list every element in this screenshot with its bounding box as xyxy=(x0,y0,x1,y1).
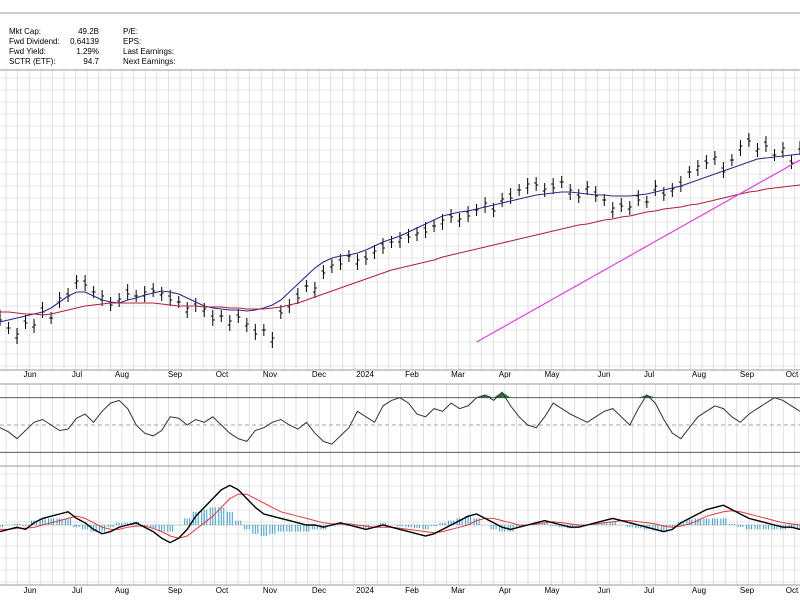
x-axis-tick-label: Sep xyxy=(740,586,755,595)
info-panel-right: P/E: EPS: Last Earnings: Next Earnings: xyxy=(123,27,203,67)
x-axis-tick-label: Sep xyxy=(168,370,183,379)
info-label: Fwd Yield: xyxy=(9,47,46,56)
x-axis-tick-label: 2024 xyxy=(356,370,374,379)
macd-signal-line xyxy=(0,493,800,539)
x-axis-tick-label: Jun xyxy=(598,586,611,595)
info-label: P/E: xyxy=(123,27,139,36)
info-panel-left: Mkt Cap: 49.2B Fwd Dividend: 0.64139 Fwd… xyxy=(9,27,99,67)
macd-line xyxy=(0,484,800,544)
x-axis-tick-label: Aug xyxy=(692,586,706,595)
x-axis-tick-label: Jun xyxy=(598,370,611,379)
x-axis-tick-label: Feb xyxy=(405,586,419,595)
x-axis-tick-label: Aug xyxy=(115,370,129,379)
x-axis-tick-label: May xyxy=(544,370,559,379)
x-axis-tick-label: Oct xyxy=(786,586,799,595)
x-axis-tick-label: Dec xyxy=(312,370,326,379)
x-axis-tick-label: Apr xyxy=(499,586,512,595)
x-axis-tick-label: Jul xyxy=(72,586,82,595)
x-axis-tick-label: Oct xyxy=(216,370,229,379)
info-label: Mkt Cap: xyxy=(9,27,42,36)
x-axis-tick-label: Apr xyxy=(499,370,512,379)
panel-borders xyxy=(0,12,800,586)
info-label: SCTR (ETF): xyxy=(9,57,56,66)
x-axis-tick-label: Feb xyxy=(405,370,419,379)
info-value: 94.7 xyxy=(83,57,99,66)
rsi-line xyxy=(0,391,800,445)
price-panel xyxy=(0,133,800,348)
x-axis-tick-label: Oct xyxy=(786,370,799,379)
info-row: Mkt Cap: 49.2B xyxy=(9,27,99,36)
info-label: Next Earnings: xyxy=(123,57,176,66)
x-axis-tick-label: Oct xyxy=(216,586,229,595)
info-value: 0.64139 xyxy=(70,37,99,46)
x-axis-tick-label: Dec xyxy=(312,586,326,595)
x-axis-tick-label: Jun xyxy=(24,586,37,595)
x-axis-tick-label: Nov xyxy=(263,586,277,595)
info-row: SCTR (ETF): 94.7 xyxy=(9,57,99,66)
rsi-overbought-fill xyxy=(485,394,494,398)
x-axis-tick-label: Mar xyxy=(451,586,465,595)
sma-long-line xyxy=(0,184,800,316)
x-axis-tick-label: Jul xyxy=(644,586,654,595)
x-axis-tick-label: Jun xyxy=(24,370,37,379)
x-axis-tick-label: May xyxy=(544,586,559,595)
info-value: 1.29% xyxy=(76,47,99,56)
rsi-overbought-fill xyxy=(638,394,647,398)
x-axis-tick-label: Jul xyxy=(644,370,654,379)
trendline xyxy=(476,159,800,343)
x-axis-tick-label: Aug xyxy=(115,586,129,595)
macd-panel xyxy=(0,484,800,544)
x-axis-tick-label: Jul xyxy=(72,370,82,379)
x-axis-tick-label: Mar xyxy=(451,370,465,379)
x-axis-tick-label: Aug xyxy=(692,370,706,379)
info-row: Fwd Yield: 1.29% xyxy=(9,47,99,56)
x-axis-tick-label: Sep xyxy=(168,586,183,595)
x-axis-tick-label: Sep xyxy=(740,370,755,379)
info-value: 49.2B xyxy=(78,27,99,36)
rsi-panel xyxy=(0,391,800,453)
info-row: Fwd Dividend: 0.64139 xyxy=(9,37,99,46)
x-axis-labels: Jun Jun Jul Jul Aug Aug Sep Sep Oct Oct Nov Nov Dec D… xyxy=(24,370,799,595)
sma-short-line xyxy=(0,153,800,323)
info-label: EPS: xyxy=(123,37,142,46)
x-axis-tick-label: 2024 xyxy=(356,586,374,595)
info-label: Last Earnings: xyxy=(123,47,175,56)
x-axis-tick-label: Nov xyxy=(263,370,277,379)
info-label: Fwd Dividend: xyxy=(9,37,60,46)
